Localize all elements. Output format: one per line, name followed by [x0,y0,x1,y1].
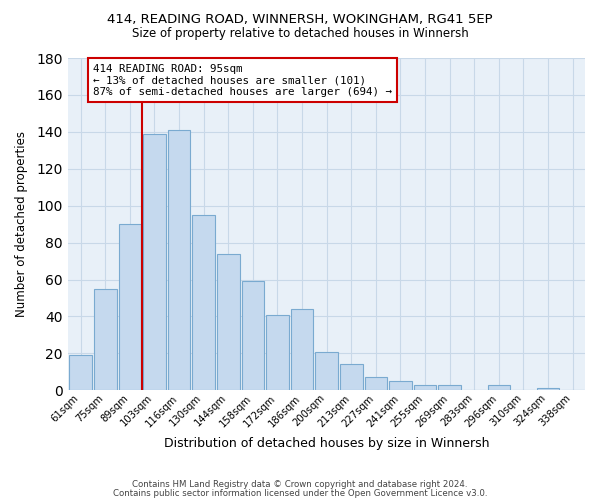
Bar [537,388,559,390]
Text: Contains public sector information licensed under the Open Government Licence v3: Contains public sector information licen… [113,488,487,498]
Bar [439,384,461,390]
Bar [365,378,387,390]
Bar [291,309,313,390]
Bar [488,384,510,390]
Text: 414 READING ROAD: 95sqm
← 13% of detached houses are smaller (101)
87% of semi-d: 414 READING ROAD: 95sqm ← 13% of detache… [93,64,392,96]
Bar [168,130,190,390]
Bar [242,282,264,391]
Text: 414, READING ROAD, WINNERSH, WOKINGHAM, RG41 5EP: 414, READING ROAD, WINNERSH, WOKINGHAM, … [107,12,493,26]
Bar [70,355,92,390]
Bar [316,352,338,391]
Bar [94,288,116,390]
Bar [193,215,215,390]
Bar [266,314,289,390]
Bar [217,254,239,390]
Y-axis label: Number of detached properties: Number of detached properties [15,131,28,317]
Bar [119,224,141,390]
Bar [389,381,412,390]
X-axis label: Distribution of detached houses by size in Winnersh: Distribution of detached houses by size … [164,437,490,450]
Bar [340,364,362,390]
Text: Contains HM Land Registry data © Crown copyright and database right 2024.: Contains HM Land Registry data © Crown c… [132,480,468,489]
Bar [414,384,436,390]
Text: Size of property relative to detached houses in Winnersh: Size of property relative to detached ho… [131,28,469,40]
Bar [143,134,166,390]
